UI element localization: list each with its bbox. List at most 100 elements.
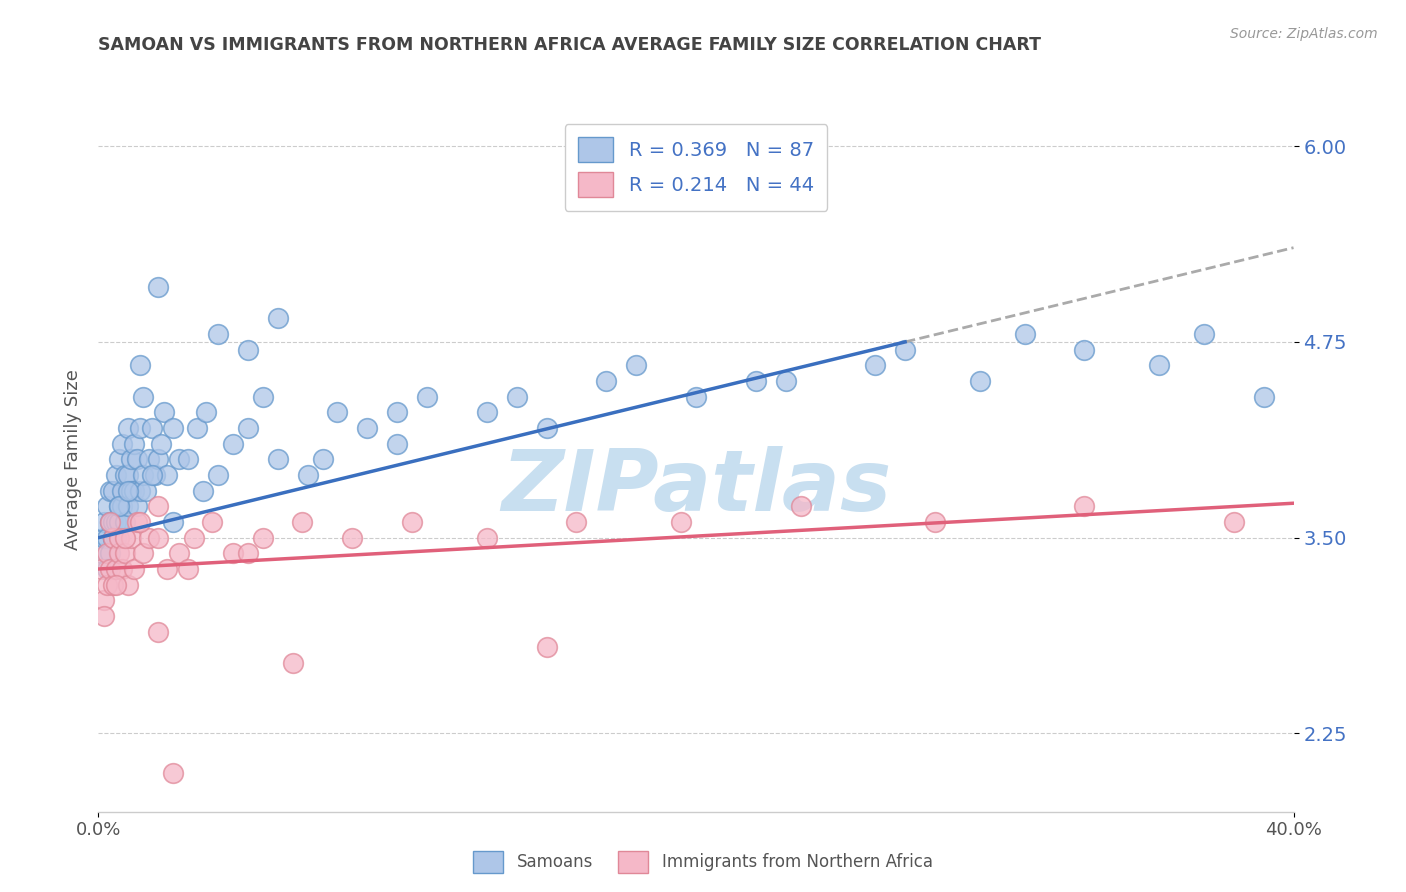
Point bbox=[98, 515, 122, 529]
Point bbox=[127, 452, 149, 467]
Point bbox=[1253, 390, 1275, 404]
Point bbox=[162, 515, 184, 529]
Point bbox=[108, 515, 131, 529]
Point bbox=[183, 531, 205, 545]
Legend: Samoans, Immigrants from Northern Africa: Samoans, Immigrants from Northern Africa bbox=[467, 845, 939, 880]
Point bbox=[236, 421, 259, 435]
Point bbox=[108, 531, 131, 545]
Point bbox=[385, 405, 409, 419]
Point bbox=[207, 327, 229, 342]
Point bbox=[117, 468, 139, 483]
Point bbox=[117, 500, 139, 514]
Point bbox=[96, 531, 118, 545]
Point bbox=[475, 531, 498, 545]
Point bbox=[111, 436, 134, 450]
Point bbox=[775, 374, 797, 388]
Point bbox=[124, 436, 146, 450]
Point bbox=[207, 468, 229, 483]
Point bbox=[108, 500, 131, 514]
Point bbox=[1223, 515, 1246, 529]
Point bbox=[132, 390, 155, 404]
Point bbox=[105, 515, 128, 529]
Point bbox=[506, 390, 529, 404]
Point bbox=[924, 515, 946, 529]
Point bbox=[267, 452, 290, 467]
Point bbox=[98, 562, 122, 576]
Point bbox=[90, 562, 112, 576]
Point bbox=[129, 515, 152, 529]
Point bbox=[153, 405, 176, 419]
Point bbox=[105, 531, 128, 545]
Point bbox=[148, 452, 170, 467]
Point bbox=[156, 562, 179, 576]
Point bbox=[177, 452, 200, 467]
Point bbox=[143, 468, 166, 483]
Point bbox=[111, 500, 134, 514]
Point bbox=[108, 452, 131, 467]
Point bbox=[297, 468, 319, 483]
Point bbox=[96, 562, 118, 576]
Point bbox=[141, 468, 163, 483]
Point bbox=[1192, 327, 1215, 342]
Point bbox=[103, 531, 125, 545]
Point bbox=[789, 500, 811, 514]
Point bbox=[252, 390, 274, 404]
Point bbox=[98, 515, 122, 529]
Point bbox=[356, 421, 378, 435]
Point bbox=[117, 421, 139, 435]
Point bbox=[132, 546, 155, 560]
Point bbox=[236, 546, 259, 560]
Point bbox=[595, 374, 617, 388]
Point bbox=[148, 280, 170, 294]
Point bbox=[267, 311, 290, 326]
Point bbox=[401, 515, 423, 529]
Point bbox=[1147, 359, 1170, 373]
Point bbox=[148, 624, 170, 639]
Point bbox=[138, 531, 160, 545]
Point bbox=[124, 483, 146, 498]
Point bbox=[103, 483, 125, 498]
Point bbox=[120, 483, 142, 498]
Point bbox=[326, 405, 349, 419]
Point bbox=[96, 577, 118, 591]
Text: ZIPatlas: ZIPatlas bbox=[501, 446, 891, 529]
Point bbox=[105, 468, 128, 483]
Text: Source: ZipAtlas.com: Source: ZipAtlas.com bbox=[1230, 27, 1378, 41]
Point bbox=[191, 483, 214, 498]
Point bbox=[111, 562, 134, 576]
Point bbox=[129, 359, 152, 373]
Point bbox=[111, 483, 134, 498]
Point bbox=[120, 531, 142, 545]
Point bbox=[162, 421, 184, 435]
Point bbox=[103, 531, 125, 545]
Point bbox=[138, 452, 160, 467]
Point bbox=[105, 577, 128, 591]
Point bbox=[150, 436, 173, 450]
Point bbox=[1073, 500, 1095, 514]
Point bbox=[108, 546, 131, 560]
Point bbox=[108, 500, 131, 514]
Point bbox=[148, 500, 170, 514]
Point bbox=[96, 500, 118, 514]
Point bbox=[114, 515, 136, 529]
Point bbox=[98, 483, 122, 498]
Point bbox=[385, 436, 409, 450]
Point bbox=[114, 531, 136, 545]
Point bbox=[103, 515, 125, 529]
Point bbox=[93, 609, 115, 624]
Point bbox=[132, 468, 155, 483]
Point bbox=[252, 531, 274, 545]
Point bbox=[745, 374, 768, 388]
Point bbox=[222, 436, 245, 450]
Point bbox=[103, 577, 125, 591]
Y-axis label: Average Family Size: Average Family Size bbox=[63, 369, 82, 549]
Point bbox=[127, 515, 149, 529]
Text: SAMOAN VS IMMIGRANTS FROM NORTHERN AFRICA AVERAGE FAMILY SIZE CORRELATION CHART: SAMOAN VS IMMIGRANTS FROM NORTHERN AFRIC… bbox=[98, 36, 1042, 54]
Point bbox=[291, 515, 314, 529]
Point bbox=[536, 640, 558, 655]
Point bbox=[416, 390, 439, 404]
Point bbox=[195, 405, 218, 419]
Point bbox=[201, 515, 224, 529]
Legend: R = 0.369   N = 87, R = 0.214   N = 44: R = 0.369 N = 87, R = 0.214 N = 44 bbox=[565, 124, 827, 211]
Point bbox=[127, 500, 149, 514]
